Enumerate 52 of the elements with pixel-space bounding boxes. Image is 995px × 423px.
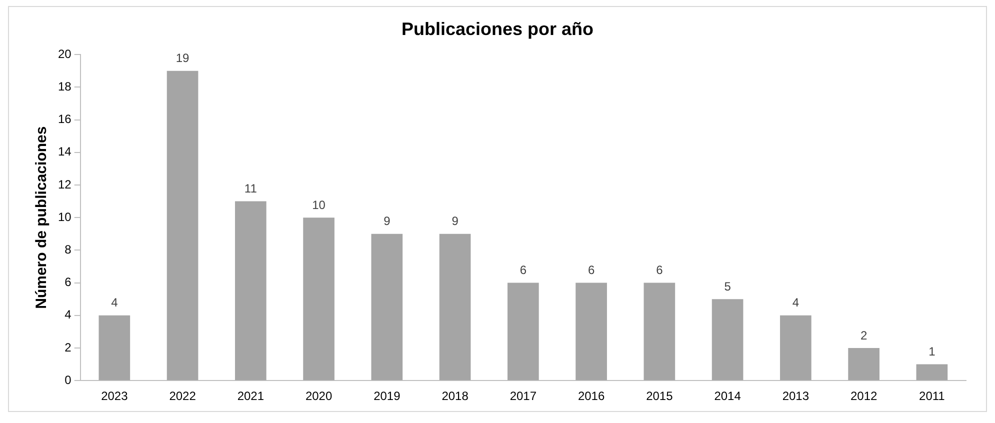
y-tick-label: 2 [64, 340, 72, 354]
y-tick-label: 8 [64, 242, 72, 257]
bar [371, 234, 403, 380]
y-tick-label: 0 [64, 372, 72, 387]
x-tick-label: 2013 [782, 389, 810, 404]
x-tick-label: 2014 [714, 389, 742, 404]
y-tick-label: 12 [58, 177, 72, 192]
data-label: 4 [111, 296, 118, 310]
data-label: 2 [860, 328, 868, 342]
bar [848, 348, 880, 380]
bar [508, 282, 539, 380]
data-label: 9 [384, 214, 391, 228]
bar [712, 299, 744, 380]
data-label: 9 [452, 214, 459, 228]
bar [166, 70, 198, 380]
data-label: 6 [520, 263, 527, 278]
bar [780, 315, 812, 380]
y-tick-label: 6 [64, 275, 72, 290]
data-label: 5 [724, 279, 732, 294]
x-tick-label: 2016 [578, 389, 605, 404]
bar [234, 201, 266, 380]
bar [644, 282, 676, 380]
data-label: 1 [928, 344, 936, 359]
data-label: 6 [656, 263, 664, 278]
x-tick-label: 2011 [919, 389, 946, 404]
x-tick-label: 2020 [305, 389, 332, 404]
data-label: 10 [312, 198, 326, 212]
x-tick-label: 2023 [101, 389, 128, 404]
x-tick-label: 2012 [850, 389, 878, 404]
x-tick-label: 2022 [169, 389, 196, 404]
data-label: 11 [244, 182, 258, 196]
y-tick-label: 4 [64, 308, 72, 322]
x-tick-label: 2018 [442, 389, 469, 404]
data-label: 4 [792, 296, 800, 310]
data-label: 19 [176, 51, 190, 66]
y-tick-label: 16 [58, 112, 72, 126]
data-label: 6 [588, 263, 595, 278]
x-tick-label: 2017 [510, 389, 537, 404]
bar [303, 218, 334, 380]
chart-title: Publicaciones por año [401, 18, 594, 39]
bar [576, 282, 607, 380]
x-tick-label: 2015 [646, 389, 674, 404]
bar [439, 234, 471, 380]
bar [98, 315, 130, 380]
bar [916, 364, 948, 380]
y-tick-label: 10 [58, 210, 72, 224]
y-axis-title: Número de publicaciones [33, 126, 50, 309]
x-tick-label: 2019 [374, 389, 401, 404]
y-tick-label: 20 [58, 46, 72, 61]
x-tick-label: 2021 [237, 389, 264, 404]
y-tick-label: 14 [58, 144, 72, 159]
y-tick-label: 18 [58, 80, 72, 94]
